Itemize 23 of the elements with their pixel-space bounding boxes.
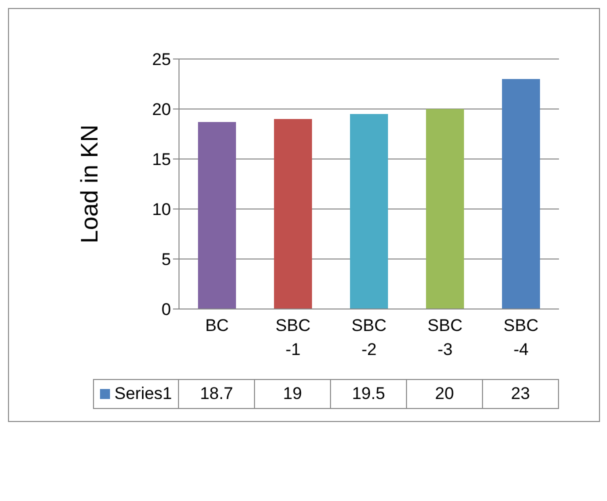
y-tick-label: 0	[162, 300, 171, 320]
bar	[350, 114, 388, 309]
data-label: 23	[483, 379, 559, 409]
bar	[502, 79, 540, 309]
bar	[426, 109, 464, 309]
data-label: 20	[407, 379, 483, 409]
x-tick-label: SBC-3	[428, 316, 462, 359]
x-tick-label: SBC-4	[504, 316, 538, 359]
y-axis-title: Load in KN	[76, 124, 104, 244]
data-label: 19	[255, 379, 331, 409]
y-tick-label: 10	[152, 200, 171, 220]
data-label: 19.5	[331, 379, 407, 409]
data-label: 18.7	[179, 379, 255, 409]
bar	[274, 119, 312, 309]
x-tick-label: SBC-1	[276, 316, 310, 359]
y-tick-label: 20	[152, 100, 171, 120]
x-tick-label: BC	[205, 316, 229, 335]
bar	[198, 122, 236, 309]
legend-label: Series1	[114, 384, 172, 404]
y-tick-label: 15	[152, 150, 171, 170]
y-tick-label: 5	[162, 250, 171, 270]
y-tick-label: 25	[152, 50, 171, 70]
x-tick-label: SBC-2	[352, 316, 386, 359]
